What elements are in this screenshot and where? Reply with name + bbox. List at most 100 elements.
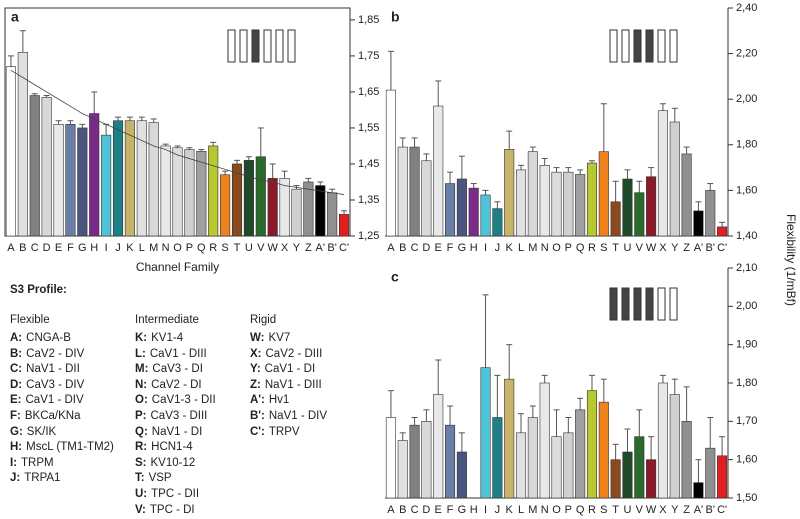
error-bar <box>612 443 619 460</box>
error-bar <box>671 107 678 122</box>
legend-key: T: <box>135 472 145 485</box>
error-bar <box>612 180 619 202</box>
bar <box>646 176 657 237</box>
y-tick-label: 1,50 <box>736 492 757 504</box>
error-bar <box>305 177 312 182</box>
legend-item: A: CNGA-B <box>10 332 114 348</box>
legend-item: X: CaV2 - DIII <box>250 348 327 364</box>
error-bar <box>19 30 26 53</box>
error-bar <box>600 378 607 403</box>
x-tick-label: G <box>458 242 467 254</box>
bar <box>575 174 586 237</box>
bar <box>184 149 195 237</box>
legend-label: TPC - DI <box>149 503 195 516</box>
error-bar <box>577 169 584 175</box>
x-tick-label: E <box>55 242 62 254</box>
y-tick-label: 1,60 <box>736 454 757 466</box>
error-bar <box>588 160 595 164</box>
y-tick-label: 2,00 <box>736 93 757 105</box>
x-tick-label: Z <box>305 242 312 254</box>
bar <box>563 432 574 499</box>
x-axis-title: Channel Family <box>136 260 219 274</box>
error-bar <box>553 167 560 173</box>
error-bar <box>281 170 288 179</box>
trend-line <box>10 69 345 195</box>
x-tick-label: S <box>600 504 607 516</box>
error-bar <box>577 397 584 410</box>
x-tick-label: R <box>588 242 596 254</box>
legend-label: TRPV <box>268 425 300 438</box>
x-tick-label: O <box>552 242 561 254</box>
legend-item: W: KV7 <box>250 332 327 348</box>
x-tick-label: P <box>565 242 572 254</box>
error-bar <box>423 409 430 422</box>
legend-key: N: <box>135 378 148 391</box>
legend-key: A': <box>250 394 265 407</box>
error-bar <box>150 118 157 123</box>
legend-key: H: <box>10 441 23 454</box>
error-bar <box>222 170 229 175</box>
bar <box>397 440 408 499</box>
legend-item: Y: CaV1 - DI <box>250 363 327 379</box>
bar <box>433 105 444 237</box>
x-tick-label: C <box>31 242 39 254</box>
legend-label: KV10-12 <box>150 456 196 469</box>
bar <box>255 156 266 237</box>
y-tick-label: 1,25 <box>358 230 379 242</box>
bar <box>327 192 338 237</box>
bar <box>172 147 183 237</box>
legend-label: CaV2 - DIII <box>265 347 323 360</box>
legend-label: CaV2 - DI <box>151 378 202 391</box>
bar <box>445 183 456 237</box>
legend-item: Z: NaV1 - DIII <box>250 379 327 395</box>
legend-label: NaV1 - DII <box>26 363 80 376</box>
legend-item: N: CaV2 - DI <box>135 379 216 395</box>
legend-key: L: <box>135 347 146 360</box>
legend-label: BKCa/KNa <box>24 409 81 422</box>
legend-item: R: HCN1-4 <box>135 441 216 457</box>
error-bar <box>447 171 454 184</box>
error-bar <box>565 417 572 433</box>
bar <box>456 178 467 237</box>
bar <box>717 455 728 499</box>
error-bar <box>683 146 690 154</box>
x-tick-label: E <box>435 504 442 516</box>
legend-key: X: <box>250 347 262 360</box>
legend: S3 Profile: Flexible A: CNGA-B B: CaV2 - DIV C… <box>8 284 378 516</box>
bar <box>17 52 28 237</box>
bar <box>41 97 52 237</box>
x-tick-label: A' <box>694 242 703 254</box>
bar <box>634 192 645 237</box>
bar <box>279 178 290 237</box>
error-bar <box>624 428 631 452</box>
x-tick-label: O <box>552 504 561 516</box>
channel-icon <box>227 29 678 321</box>
x-tick-label: K <box>506 504 514 516</box>
x-tick-label: C' <box>717 504 727 516</box>
error-bar <box>636 180 643 193</box>
x-tick-label: Y <box>671 242 679 254</box>
panel-label: b <box>391 9 400 25</box>
x-tick-label: N <box>541 242 549 254</box>
legend-item: V: TPC - DI <box>135 504 216 519</box>
legend-label: CaV1-3 - DII <box>151 394 216 407</box>
x-tick-label: V <box>636 504 644 516</box>
x-tick-label: V <box>636 242 644 254</box>
legend-key: O: <box>135 394 148 407</box>
legend-item: J: TRPA1 <box>10 472 114 488</box>
legend-key: D: <box>10 378 23 391</box>
legend-label: VSP <box>148 472 172 485</box>
error-bar <box>494 201 501 209</box>
error-bar <box>329 188 336 193</box>
y-tick-label: 2,40 <box>736 2 757 14</box>
y-tick-label: 1,65 <box>358 86 379 98</box>
bar <box>622 451 633 499</box>
error-bar <box>198 149 205 152</box>
bar <box>53 124 64 237</box>
x-tick-label: L <box>518 504 524 516</box>
legend-label: MscL (TM1-TM2) <box>26 441 114 454</box>
legend-group-name: Flexible <box>10 314 50 326</box>
bar <box>551 436 562 499</box>
legend-key: Q: <box>135 425 148 438</box>
error-bar <box>600 103 607 152</box>
